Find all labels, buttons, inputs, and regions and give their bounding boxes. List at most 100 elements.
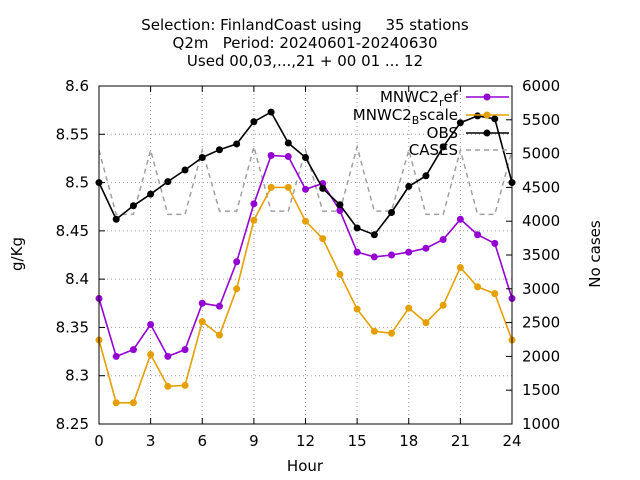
- series-0: [95, 152, 516, 360]
- title-line-1: Selection: FinlandCoast using 35 station…: [141, 16, 469, 34]
- data-point: [215, 146, 223, 154]
- y2-tick-label: 2500: [522, 314, 560, 332]
- series-2: [95, 108, 516, 239]
- data-point: [456, 264, 464, 272]
- data-point: [267, 108, 275, 116]
- y2-tick-label: 1500: [522, 381, 560, 399]
- y-tick-label: 8.25: [56, 415, 89, 433]
- data-point: [474, 283, 482, 291]
- x-tick-label: 12: [296, 432, 315, 450]
- series-line: [98, 143, 513, 216]
- series-1: [95, 183, 516, 407]
- data-point: [250, 118, 258, 126]
- data-point: [491, 115, 499, 123]
- axes-ticks: 0 3 6 9 12 15 18 21 24 8.25 8.3 8.35 8.4 8.45 8.5 8.55 8…: [56, 77, 561, 450]
- y-tick-label: 8.35: [56, 318, 89, 336]
- data-point: [198, 153, 206, 161]
- data-point: [474, 112, 482, 120]
- data-point: [353, 305, 361, 313]
- data-point: [250, 200, 258, 208]
- legend: MNWC2ref MNWC2Bscale OBS CASES: [353, 88, 509, 159]
- data-point: [112, 399, 120, 407]
- series-3: [98, 143, 513, 216]
- y2-tick-label: 3000: [522, 280, 560, 298]
- data-point: [302, 185, 309, 193]
- x-tick-label: 9: [249, 432, 259, 450]
- data-point: [388, 209, 396, 217]
- data-point: [147, 350, 155, 358]
- x-tick-label: 24: [502, 432, 521, 450]
- data-point: [491, 290, 499, 298]
- y-tick-label: 8.4: [65, 270, 89, 288]
- data-point: [284, 152, 292, 160]
- data-point: [129, 346, 137, 354]
- x-tick-label: 18: [399, 432, 418, 450]
- legend-sample-marker: [483, 111, 491, 119]
- legend-label-obs: OBS: [427, 124, 458, 142]
- data-point: [129, 399, 137, 407]
- data-point: [353, 224, 361, 232]
- data-point: [405, 304, 413, 312]
- x-tick-label: 15: [348, 432, 367, 450]
- data-point: [353, 248, 361, 256]
- data-point: [336, 201, 344, 209]
- legend-sample-marker: [483, 93, 491, 101]
- data-point: [439, 236, 447, 244]
- data-point: [233, 140, 241, 148]
- y-tick-label: 8.45: [56, 222, 89, 240]
- data-point: [112, 352, 120, 360]
- data-point: [439, 143, 447, 151]
- x-tick-label: 21: [451, 432, 470, 450]
- data-point: [422, 172, 430, 180]
- x-tick-label: 6: [197, 432, 207, 450]
- data-point: [267, 152, 275, 160]
- data-point: [439, 301, 447, 309]
- x-tick-label: 3: [146, 432, 156, 450]
- data-point: [198, 299, 206, 307]
- data-point: [370, 327, 378, 335]
- title-line-2: Q2m Period: 20240601-20240630: [173, 34, 438, 52]
- data-point: [405, 248, 413, 256]
- data-point: [181, 166, 189, 174]
- data-point: [370, 231, 378, 239]
- data-point: [164, 382, 172, 390]
- data-point: [215, 331, 223, 339]
- y2-tick-label: 2000: [522, 347, 560, 365]
- data-point: [129, 202, 137, 210]
- y-tick-label: 8.3: [65, 367, 89, 385]
- y2-axis-label: No cases: [586, 220, 604, 288]
- data-point: [112, 215, 120, 223]
- y2-tick-label: 5500: [522, 111, 560, 129]
- data-point: [422, 319, 430, 327]
- data-point: [336, 207, 344, 215]
- title-line-3: Used 00,03,...,21 + 00 01 ... 12: [187, 52, 423, 70]
- data-point: [215, 302, 223, 310]
- y-tick-label: 8.6: [65, 77, 89, 95]
- data-point: [250, 216, 258, 224]
- data-point: [147, 321, 155, 329]
- y2-tick-label: 4500: [522, 178, 560, 196]
- data-point: [422, 244, 430, 252]
- data-point: [302, 217, 309, 225]
- y2-tick-label: 4000: [522, 212, 560, 230]
- data-point: [456, 119, 464, 127]
- y2-tick-label: 3500: [522, 246, 560, 264]
- data-point: [164, 178, 172, 186]
- data-point: [302, 153, 309, 161]
- data-point: [491, 239, 499, 247]
- data-point: [284, 139, 292, 147]
- data-point: [284, 183, 292, 191]
- data-point: [198, 318, 206, 326]
- data-point: [267, 183, 275, 191]
- legend-sample-marker: [483, 129, 491, 137]
- data-point: [336, 270, 344, 278]
- x-tick-label: 0: [94, 432, 104, 450]
- x-axis-label: Hour: [287, 457, 324, 475]
- data-point: [456, 215, 464, 223]
- data-point: [181, 381, 189, 389]
- data-point: [388, 329, 396, 337]
- data-point: [405, 182, 413, 190]
- data-point: [147, 190, 155, 198]
- data-point: [181, 346, 189, 354]
